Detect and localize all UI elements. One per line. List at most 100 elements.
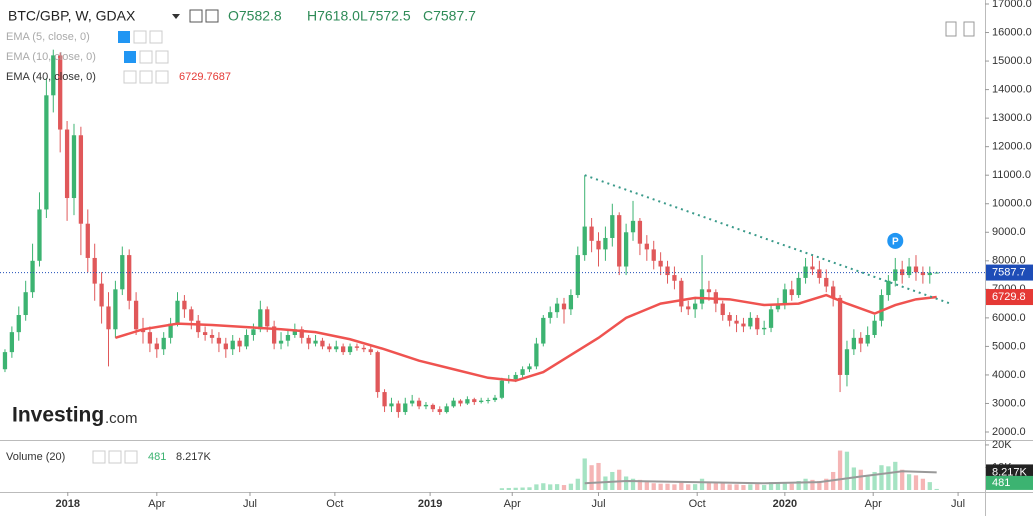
candle-body: [692, 303, 698, 310]
candle-body: [485, 400, 491, 402]
icon-page[interactable]: [963, 21, 975, 37]
header-bg: [4, 5, 224, 27]
volume-bar: [906, 474, 912, 490]
candle-body: [651, 249, 656, 261]
volume-ma-value: 8.217K: [176, 451, 212, 463]
candle-body: [872, 320, 877, 335]
icon-page[interactable]: [945, 21, 957, 37]
candle-body: [548, 312, 553, 318]
candle-body: [727, 315, 732, 321]
y-tick-label: 4000.0: [992, 369, 1026, 381]
volume-last-bg: [986, 475, 1033, 490]
volume-bar: [541, 483, 546, 490]
candle-body: [541, 317, 546, 344]
candle-body: [479, 400, 484, 403]
overlay: BTC/GBP, W, GDAX O7582.8 H7618.0 L7572.5…: [4, 5, 975, 464]
candle-body: [306, 337, 311, 344]
candle-body: [920, 272, 926, 276]
candle-body: [858, 337, 863, 344]
candle-body: [672, 275, 677, 281]
y-tick-label: 11000.0: [992, 169, 1031, 181]
volume-bar: [817, 480, 822, 490]
volume-ma-line: [584, 470, 937, 485]
volume-label[interactable]: Volume (20): [6, 451, 65, 463]
candle-body: [851, 337, 857, 350]
candle-body: [465, 399, 470, 404]
candle-body: [513, 374, 518, 380]
candle-body: [775, 303, 781, 310]
dropdown-caret[interactable]: [172, 14, 180, 19]
y-tick-label: 9000.0: [992, 226, 1026, 238]
icon-close[interactable]: [155, 50, 169, 64]
volume-last-label: 481: [992, 477, 1010, 489]
volume-bar: [506, 487, 511, 490]
candle-body: [154, 343, 159, 350]
volume-bar: [561, 485, 567, 490]
price-label-bg: [986, 264, 1033, 281]
x-tick-label: Oct: [689, 498, 706, 510]
candle-body: [568, 295, 574, 310]
icon-close[interactable]: [149, 30, 163, 44]
volume-bar: [927, 482, 932, 490]
volume-bar: [658, 483, 663, 490]
candle-body: [458, 400, 463, 404]
volume-bar: [692, 484, 698, 490]
indicator-label[interactable]: EMA (40, close, 0): [6, 71, 96, 83]
icon-eye[interactable]: [124, 51, 136, 63]
volume-bar: [824, 478, 829, 490]
indicator-label[interactable]: EMA (5, close, 0): [6, 31, 90, 43]
icon-close[interactable]: [155, 70, 169, 84]
volume-bar: [844, 451, 850, 490]
candle-body: [582, 226, 587, 256]
candle-body: [175, 300, 180, 324]
icon-settings[interactable]: [205, 9, 219, 23]
candle-body: [831, 286, 836, 298]
volume-bar: [582, 458, 587, 490]
logo: Investing: [12, 404, 104, 427]
candle-body: [368, 349, 373, 353]
y-tick-label: 8000.0: [992, 255, 1026, 267]
volume-bar: [768, 482, 774, 490]
symbol-title[interactable]: BTC/GBP, W, GDAX: [8, 8, 136, 24]
candle-body: [437, 409, 442, 413]
volume-bar: [727, 484, 732, 490]
candle-body: [644, 243, 649, 250]
candle-body: [913, 266, 919, 273]
candle-body: [451, 400, 456, 407]
candle-body: [223, 343, 228, 350]
volume-bar: [679, 480, 684, 490]
candle-body: [561, 303, 567, 310]
volume-bar: [810, 479, 815, 490]
icon-eye[interactable]: [92, 450, 106, 464]
volume-bar: [672, 484, 677, 490]
candle-body: [113, 289, 118, 330]
candle-body: [893, 269, 898, 281]
icon-eye[interactable]: [118, 31, 130, 43]
volume-bar: [879, 465, 884, 490]
x-tick-label: Jul: [591, 498, 605, 510]
y-tick-label: 15000.0: [992, 55, 1032, 67]
volume-bar: [762, 485, 767, 490]
icon-settings[interactable]: [133, 30, 147, 44]
icon-settings[interactable]: [139, 70, 153, 84]
indicator-label[interactable]: EMA (10, close, 0): [6, 51, 96, 63]
candle-body: [375, 352, 380, 393]
icon-eye[interactable]: [189, 9, 203, 23]
candle-body: [389, 403, 394, 407]
candle-body: [285, 334, 291, 341]
x-tick-label: Jul: [243, 498, 257, 510]
icon-settings[interactable]: [139, 50, 153, 64]
icon-eye[interactable]: [123, 70, 137, 84]
candle-body: [120, 255, 125, 290]
candle-body: [879, 295, 884, 321]
volume-bar: [775, 483, 781, 490]
volume-bar: [520, 487, 525, 490]
icon-settings[interactable]: [108, 450, 122, 464]
candle-body: [396, 403, 401, 413]
candle-body: [527, 366, 532, 370]
candle-body: [299, 329, 304, 338]
volume-tick-label: 20K: [992, 439, 1012, 451]
candle-body: [85, 223, 90, 258]
volume-bar: [755, 484, 760, 490]
icon-close[interactable]: [124, 450, 138, 464]
